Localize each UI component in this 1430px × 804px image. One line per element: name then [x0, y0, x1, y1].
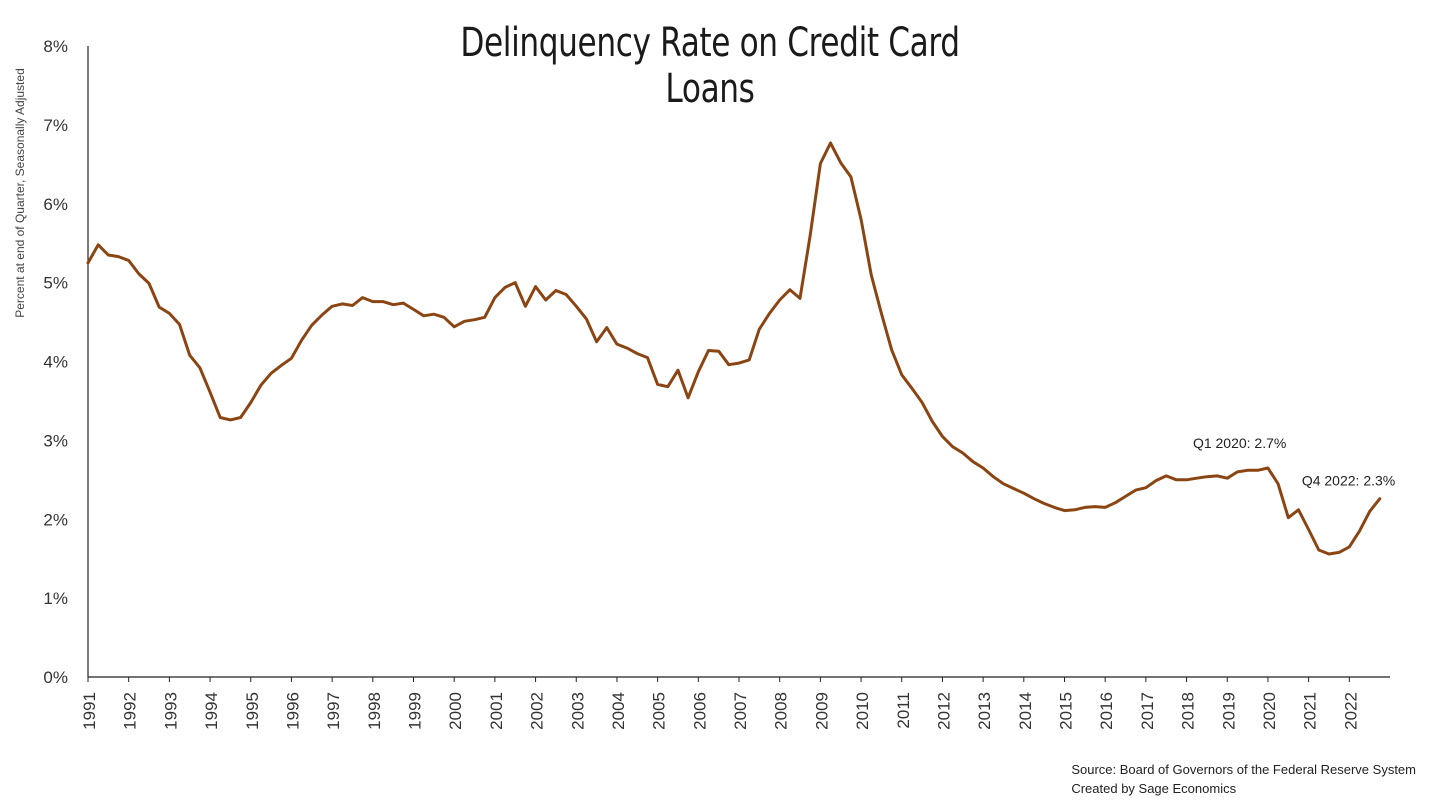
y-tick-label: 4% — [43, 353, 68, 372]
x-tick-label: 2004 — [609, 692, 628, 730]
x-tick-label: 2009 — [812, 692, 831, 730]
y-tick-label: 2% — [43, 510, 68, 529]
x-tick-label: 2000 — [446, 692, 465, 730]
x-tick-label: 1996 — [283, 692, 302, 730]
x-tick-label: 2003 — [568, 692, 587, 730]
x-tick-label: 1998 — [365, 692, 384, 730]
y-tick-label: 0% — [43, 668, 68, 687]
x-tick-label: 2010 — [853, 692, 872, 730]
annotation-label: Q4 2022: 2.3% — [1302, 473, 1395, 489]
y-tick-label: 1% — [43, 589, 68, 608]
series-line — [86, 141, 1382, 556]
x-tick-label: 2014 — [1016, 692, 1035, 730]
y-tick-label: 8% — [43, 37, 68, 56]
x-tick-label: 2021 — [1301, 692, 1320, 730]
x-tick-label: 2013 — [975, 692, 994, 730]
x-tick-label: 1999 — [406, 692, 425, 730]
y-tick-label: 7% — [43, 116, 68, 135]
x-tick-label: 2015 — [1057, 692, 1076, 730]
y-tick-label: 6% — [43, 195, 68, 214]
y-axis-label: Percent at end of Quarter, Seasonally Ad… — [13, 68, 27, 318]
x-tick-label: 1995 — [243, 692, 262, 730]
x-tick-label: 1992 — [121, 692, 140, 730]
x-tick-label: 2020 — [1260, 692, 1279, 730]
x-tick-label: 2006 — [690, 692, 709, 730]
x-tick-label: 2012 — [934, 692, 953, 730]
x-tick-label: 2007 — [731, 692, 750, 730]
x-tick-label: 2022 — [1341, 692, 1360, 730]
credit-line: Created by Sage Economics — [1071, 781, 1237, 796]
x-tick-label: 1994 — [202, 692, 221, 730]
x-tick-label: 2005 — [650, 692, 669, 730]
x-tick-label: 2018 — [1179, 692, 1198, 730]
x-tick-label: 2019 — [1219, 692, 1238, 730]
source-line: Source: Board of Governors of the Federa… — [1071, 762, 1416, 777]
annotation-label: Q1 2020: 2.7% — [1193, 435, 1286, 451]
y-tick-label: 3% — [43, 431, 68, 450]
x-tick-label: 2001 — [487, 692, 506, 730]
x-tick-label: 1993 — [161, 692, 180, 730]
chart-title: Delinquency Rate on Credit Card Loans — [460, 20, 960, 112]
source-note: Source: Board of Governors of the Federa… — [1071, 760, 1416, 798]
x-tick-label: 2002 — [528, 692, 547, 730]
x-tick-label: 2016 — [1097, 692, 1116, 730]
x-tick-label: 1997 — [324, 692, 343, 730]
x-tick-label: 2011 — [894, 692, 913, 729]
y-tick-label: 5% — [43, 274, 68, 293]
x-tick-label: 2017 — [1138, 692, 1157, 730]
x-tick-label: 2008 — [772, 692, 791, 730]
x-tick-label: 1991 — [80, 692, 99, 730]
